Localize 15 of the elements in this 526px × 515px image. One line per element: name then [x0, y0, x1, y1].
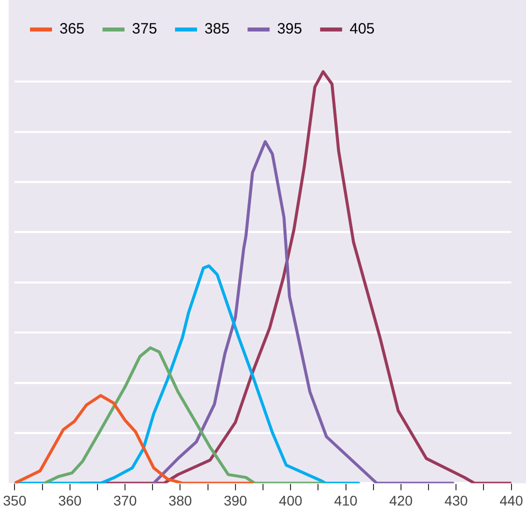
x-tick-label: 380 — [168, 492, 192, 508]
x-tick-label: 360 — [58, 492, 82, 508]
legend-label: 395 — [277, 20, 302, 38]
x-tick-label: 430 — [444, 492, 468, 508]
x-tick-label: 410 — [334, 492, 358, 508]
legend-label: 385 — [204, 20, 230, 38]
x-tick-label: 440 — [500, 492, 524, 508]
x-tick-label: 420 — [389, 492, 413, 508]
x-tick-label: 400 — [278, 492, 302, 508]
legend-label: 365 — [60, 20, 85, 38]
legend-label: 405 — [350, 20, 375, 38]
legend-label: 375 — [132, 20, 158, 38]
x-tick-label: 390 — [224, 492, 248, 508]
x-tick-label: 370 — [113, 492, 137, 508]
x-tick-label: 350 — [3, 492, 27, 508]
